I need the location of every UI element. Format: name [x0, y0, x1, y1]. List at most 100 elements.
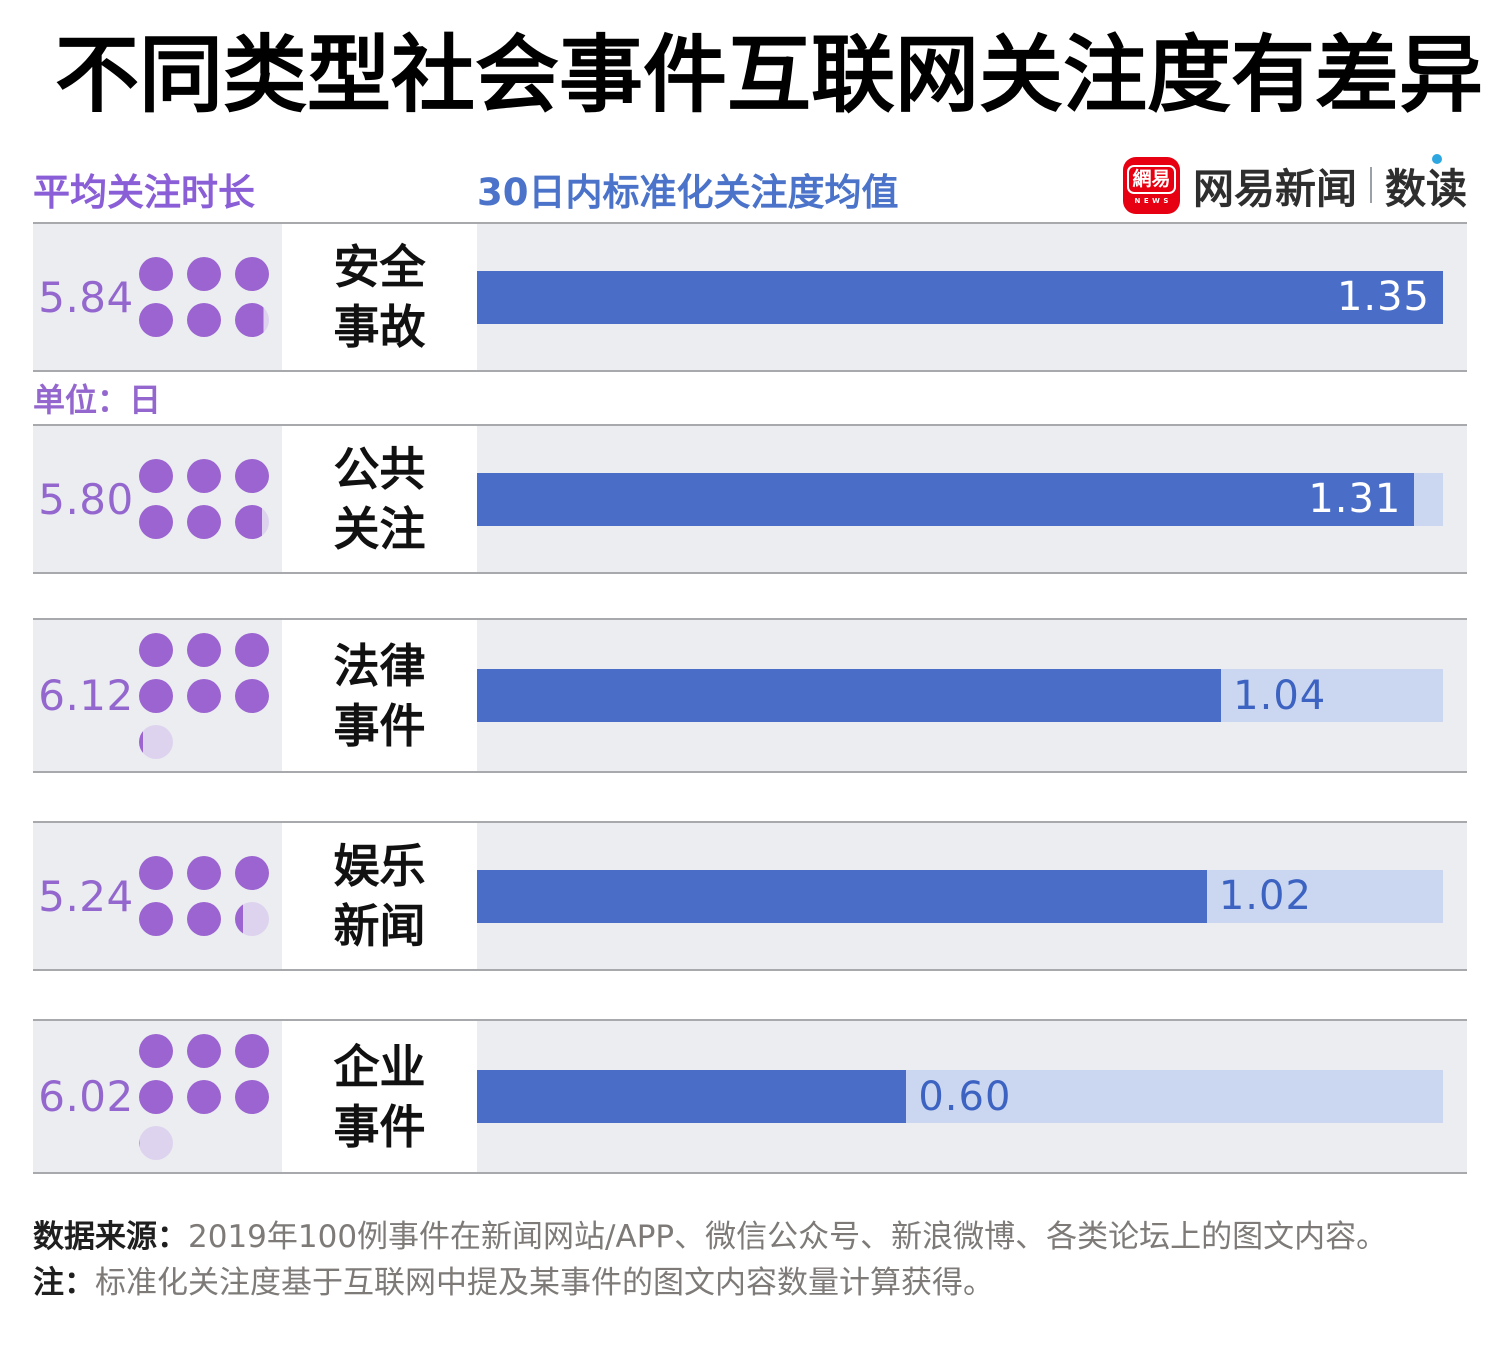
- day-dot-icon: [187, 303, 221, 338]
- legend-right-axis-label: 30日内标准化关注度均值: [477, 171, 899, 215]
- logo-brand-name: 网易新闻: [1193, 165, 1357, 214]
- chart-row-entertainment-news: 5.24 娱乐 新闻 1.02: [33, 821, 1467, 972]
- dot-line: [139, 632, 269, 667]
- netease-icon-text: 網易: [1127, 165, 1176, 195]
- bar-value-label: 0.60: [918, 1073, 1012, 1120]
- day-dot-icon: [235, 1033, 269, 1068]
- duration-cell: 5.84: [33, 224, 282, 371]
- footer-note-line: 注：标准化关注度基于互联网中提及某事件的图文内容数量计算获得。: [33, 1260, 1467, 1306]
- dot-line: [139, 678, 269, 713]
- footer-note-label: 注：: [33, 1265, 95, 1302]
- category-cell: 法律 事件: [282, 620, 477, 772]
- bar-value-label: 1.04: [1233, 672, 1327, 719]
- bar-value-label: 1.02: [1218, 873, 1312, 920]
- duration-dot-grid: [139, 632, 269, 759]
- footer: 数据来源：2019年100例事件在新闻网站/APP、微信公众号、新浪微博、各类论…: [33, 1214, 1467, 1306]
- duration-cell: 6.12: [33, 620, 282, 772]
- category-label: 娱乐: [333, 839, 426, 894]
- chart-area: 5.84 安全 事故 1.35 单位：日 5.80 公共 关注 1.31 6.12 法律 事件 1…: [0, 222, 1500, 1175]
- day-dot-icon: [235, 632, 269, 667]
- bar-track: 1.04: [477, 669, 1443, 723]
- logo-sub-text: 数读: [1385, 165, 1467, 214]
- category-label: 企业: [333, 1039, 426, 1094]
- day-dot-icon: [187, 856, 221, 891]
- bar: [477, 669, 1222, 723]
- bar-cell: 1.02: [477, 823, 1467, 970]
- dot-line: [139, 1079, 269, 1114]
- bar: 1.35: [477, 270, 1443, 324]
- duration-dot-grid: [139, 459, 269, 540]
- day-dot-icon: [139, 632, 173, 667]
- day-dot-icon: [235, 856, 269, 891]
- netease-logo: 網易 NEWS 网易新闻 数读: [1123, 154, 1467, 215]
- footer-note-text: 标准化关注度基于互联网中提及某事件的图文内容数量计算获得。: [95, 1265, 994, 1302]
- category-cell: 公共 关注: [282, 426, 477, 573]
- day-dot-icon: [139, 303, 173, 338]
- day-dot-icon: [187, 1079, 221, 1114]
- day-dot-icon: [187, 1033, 221, 1068]
- partial-day-dot-icon: [235, 303, 269, 338]
- category-cell: 安全 事故: [282, 224, 477, 371]
- bar-cell: 0.60: [477, 1021, 1467, 1173]
- duration-cell: 5.24: [33, 823, 282, 970]
- day-dot-icon: [235, 678, 269, 713]
- legend-row: 平均关注时长 30日内标准化关注度均值 網易 NEWS 网易新闻 数读: [0, 154, 1500, 215]
- day-dot-icon: [139, 678, 173, 713]
- category-label: 关注: [333, 502, 426, 557]
- bar: [477, 869, 1207, 923]
- unit-band: 单位：日: [33, 372, 1467, 425]
- category-cell: 娱乐 新闻: [282, 823, 477, 970]
- dot-line: [139, 856, 269, 891]
- chart-row-public-concern: 5.80 公共 关注 1.31: [33, 424, 1467, 575]
- category-label: 公共: [333, 442, 426, 497]
- legend-left-axis-label: 平均关注时长: [33, 171, 255, 215]
- category-label: 事件: [333, 698, 426, 753]
- duration-value: 6.12: [38, 671, 134, 721]
- day-dot-icon: [187, 902, 221, 937]
- category-label: 安全: [333, 240, 426, 295]
- duration-value: 5.80: [38, 474, 134, 524]
- chart-row-safety-accident: 5.84 安全 事故 1.35: [33, 222, 1467, 373]
- logo-sub-brand: 数读: [1385, 154, 1467, 215]
- day-dot-icon: [139, 459, 173, 494]
- category-label: 事故: [333, 300, 426, 355]
- dot-line: [139, 459, 269, 494]
- dot-line: [139, 505, 269, 540]
- bar-track: 0.60: [477, 1070, 1443, 1124]
- footer-source-label: 数据来源：: [33, 1219, 188, 1256]
- bar-cell: 1.35: [477, 224, 1467, 371]
- duration-value: 6.02: [38, 1072, 134, 1122]
- logo-divider: [1370, 167, 1372, 204]
- day-dot-icon: [139, 257, 173, 292]
- dot-line: [139, 902, 269, 937]
- duration-cell: 6.02: [33, 1021, 282, 1173]
- netease-icon-news-label: NEWS: [1134, 197, 1172, 206]
- duration-value: 5.84: [38, 272, 134, 322]
- duration-dot-grid: [139, 1033, 269, 1160]
- dot-line: [139, 724, 269, 759]
- dot-line: [139, 1125, 269, 1160]
- bar-cell: 1.04: [477, 620, 1467, 772]
- logo-accent-dot-icon: [1431, 154, 1442, 165]
- partial-day-dot-icon: [235, 902, 269, 937]
- bar-cell: 1.31: [477, 426, 1467, 573]
- day-dot-icon: [139, 856, 173, 891]
- category-label: 新闻: [333, 899, 426, 954]
- day-dot-icon: [235, 459, 269, 494]
- category-label: 法律: [333, 638, 426, 693]
- dot-line: [139, 303, 269, 338]
- day-dot-icon: [187, 678, 221, 713]
- bar-track: 1.31: [477, 472, 1443, 526]
- footer-source-line: 数据来源：2019年100例事件在新闻网站/APP、微信公众号、新浪微博、各类论…: [33, 1214, 1467, 1260]
- day-dot-icon: [235, 257, 269, 292]
- partial-day-dot-icon: [235, 505, 269, 540]
- category-label: 事件: [333, 1099, 426, 1154]
- duration-dot-grid: [139, 257, 269, 338]
- duration-dot-grid: [139, 856, 269, 937]
- bar-value-label: 1.31: [1308, 476, 1402, 523]
- day-dot-icon: [187, 257, 221, 292]
- footer-source-text: 2019年100例事件在新闻网站/APP、微信公众号、新浪微博、各类论坛上的图文…: [188, 1219, 1388, 1256]
- chart-row-corporate-event: 6.02 企业 事件 0.60: [33, 1019, 1467, 1175]
- day-dot-icon: [139, 1033, 173, 1068]
- bar-value-label: 1.35: [1336, 274, 1430, 321]
